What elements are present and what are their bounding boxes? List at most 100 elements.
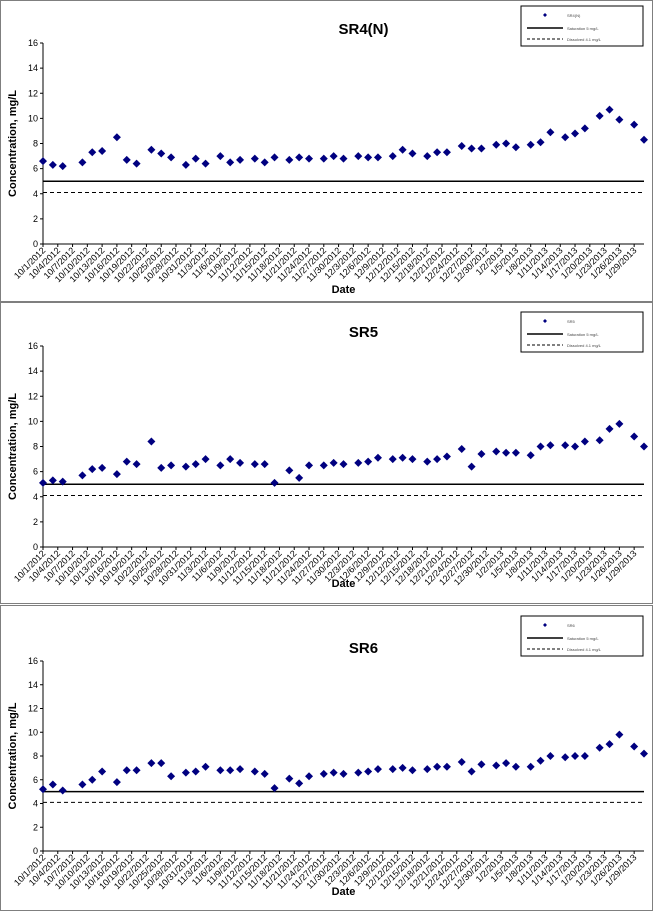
data-point xyxy=(640,749,648,758)
data-point xyxy=(147,145,156,154)
data-point xyxy=(423,765,432,774)
data-point xyxy=(181,462,190,471)
data-point xyxy=(216,152,225,161)
data-point xyxy=(270,784,279,793)
y-tick-label: 10 xyxy=(28,727,38,737)
data-point xyxy=(467,144,476,153)
data-point xyxy=(526,140,535,149)
data-point xyxy=(423,457,432,466)
y-tick-label: 6 xyxy=(33,467,38,477)
data-point xyxy=(285,774,294,783)
data-point xyxy=(295,779,304,788)
data-point xyxy=(457,757,466,766)
data-point xyxy=(58,477,67,486)
data-point xyxy=(502,139,511,148)
data-point xyxy=(112,470,121,479)
y-tick-label: 8 xyxy=(33,442,38,452)
y-tick-label: 16 xyxy=(28,341,38,351)
data-point xyxy=(112,133,121,142)
data-point xyxy=(536,756,545,765)
data-point xyxy=(408,455,417,464)
data-point xyxy=(502,759,511,768)
data-point xyxy=(511,143,520,152)
data-point xyxy=(511,762,520,771)
data-point xyxy=(398,453,407,462)
data-point xyxy=(181,160,190,169)
chart-title: SR5 xyxy=(349,324,378,341)
data-point xyxy=(88,465,97,474)
y-tick-label: 4 xyxy=(33,492,38,502)
data-point xyxy=(571,129,580,138)
data-point xyxy=(285,155,294,164)
data-point xyxy=(615,730,624,739)
legend-label: Saturation 5 mg/L xyxy=(567,26,599,31)
legend-label: SR4(N) xyxy=(567,13,581,18)
data-point xyxy=(260,460,269,469)
data-point xyxy=(536,138,545,147)
data-point xyxy=(181,768,190,777)
data-point xyxy=(477,144,486,153)
data-point xyxy=(39,157,47,166)
legend-label: Dissolved 4.1 mg/L xyxy=(567,343,602,348)
data-point xyxy=(167,461,176,470)
data-point xyxy=(270,478,279,487)
data-point xyxy=(442,762,451,771)
data-point xyxy=(88,148,97,157)
data-point xyxy=(270,153,279,162)
data-point xyxy=(526,451,535,460)
data-point xyxy=(295,153,304,162)
data-point xyxy=(467,462,476,471)
x-axis-label: Date xyxy=(332,886,356,898)
data-point xyxy=(398,145,407,154)
data-point xyxy=(48,780,57,789)
data-point xyxy=(250,767,259,776)
data-point xyxy=(339,460,348,469)
data-point xyxy=(329,152,338,161)
y-tick-label: 16 xyxy=(28,656,38,666)
data-point xyxy=(561,441,570,450)
data-point xyxy=(423,152,432,161)
data-point xyxy=(546,441,555,450)
legend-marker xyxy=(543,319,547,323)
legend-label: SR5 xyxy=(567,319,576,324)
data-point xyxy=(546,128,555,137)
legend-marker xyxy=(543,623,547,627)
data-point xyxy=(98,463,107,472)
data-point xyxy=(373,153,382,162)
legend-label: Saturation 5 mg/L xyxy=(567,636,599,641)
data-point xyxy=(457,445,466,454)
y-tick-label: 6 xyxy=(33,775,38,785)
data-point xyxy=(147,437,156,446)
y-tick-label: 14 xyxy=(28,680,38,690)
data-point xyxy=(477,760,486,769)
data-point xyxy=(339,769,348,778)
data-point xyxy=(216,461,225,470)
data-point xyxy=(630,742,639,751)
chart-title: SR4(N) xyxy=(338,21,388,38)
data-point xyxy=(605,105,614,114)
data-point xyxy=(226,455,235,464)
data-point xyxy=(339,154,348,163)
y-tick-label: 4 xyxy=(33,799,38,809)
data-point xyxy=(408,149,417,158)
chart-panel-sr4n: SR4(N) Concentration, mg/L 0 2 4 6 8 10 12 14 16 10… xyxy=(0,0,653,302)
y-tick-label: 12 xyxy=(28,704,38,714)
data-point xyxy=(191,460,200,469)
data-point xyxy=(546,752,555,760)
y-tick-label: 14 xyxy=(28,366,38,376)
data-point xyxy=(511,448,520,457)
y-tick-label: 10 xyxy=(28,113,38,123)
data-point xyxy=(122,457,131,466)
data-point xyxy=(132,460,141,469)
data-point xyxy=(250,460,259,469)
legend-label: SR6 xyxy=(567,623,576,628)
data-point xyxy=(492,140,501,149)
data-point xyxy=(595,111,604,120)
data-point xyxy=(58,162,67,171)
data-point xyxy=(388,455,397,464)
data-point xyxy=(398,763,407,772)
data-point xyxy=(132,766,141,775)
data-point xyxy=(571,442,580,451)
